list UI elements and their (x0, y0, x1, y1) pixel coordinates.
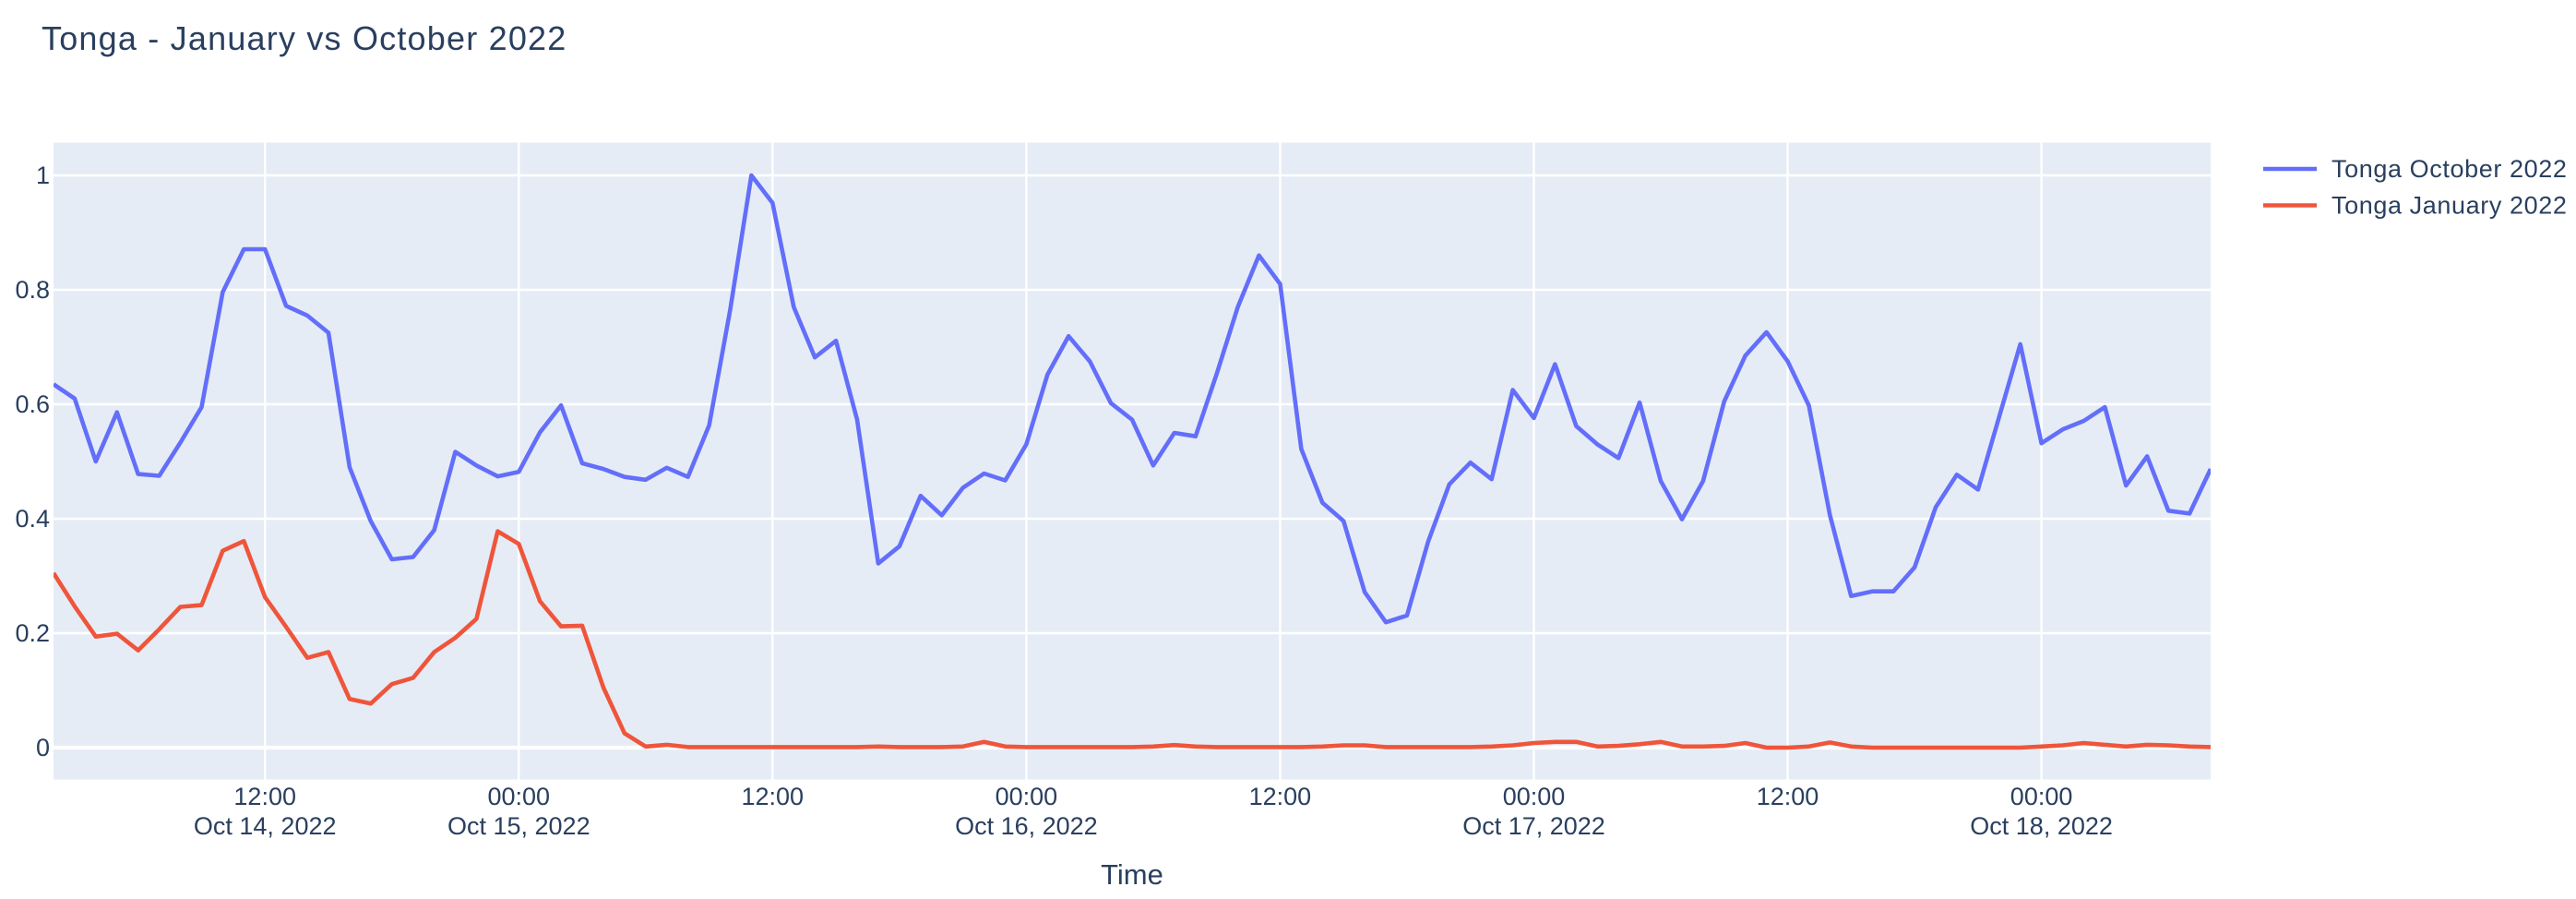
svg-text:Tonga January 2022: Tonga January 2022 (2332, 192, 2568, 220)
svg-text:00:00: 00:00 (488, 783, 551, 810)
svg-text:0.6: 0.6 (15, 390, 50, 418)
svg-text:12:00: 12:00 (233, 783, 296, 810)
svg-text:Oct 14, 2022: Oct 14, 2022 (194, 812, 337, 840)
svg-text:00:00: 00:00 (1503, 783, 1566, 810)
svg-text:Oct 15, 2022: Oct 15, 2022 (447, 812, 590, 840)
svg-text:1: 1 (36, 162, 50, 189)
svg-text:0.4: 0.4 (15, 505, 50, 533)
svg-text:0.2: 0.2 (15, 619, 50, 647)
svg-text:12:00: 12:00 (1757, 783, 1819, 810)
svg-text:12:00: 12:00 (1249, 783, 1312, 810)
svg-text:Oct 17, 2022: Oct 17, 2022 (1462, 812, 1605, 840)
svg-text:Oct 16, 2022: Oct 16, 2022 (955, 812, 1098, 840)
svg-text:0.8: 0.8 (15, 276, 50, 304)
svg-text:12:00: 12:00 (742, 783, 805, 810)
svg-text:Tonga - January vs October 202: Tonga - January vs October 2022 (42, 19, 567, 57)
svg-text:Oct 18, 2022: Oct 18, 2022 (1970, 812, 2113, 840)
svg-text:0: 0 (36, 734, 50, 761)
svg-text:00:00: 00:00 (2010, 783, 2073, 810)
svg-text:Time: Time (1101, 858, 1163, 891)
svg-text:00:00: 00:00 (996, 783, 1058, 810)
svg-text:Tonga October 2022: Tonga October 2022 (2332, 155, 2567, 183)
